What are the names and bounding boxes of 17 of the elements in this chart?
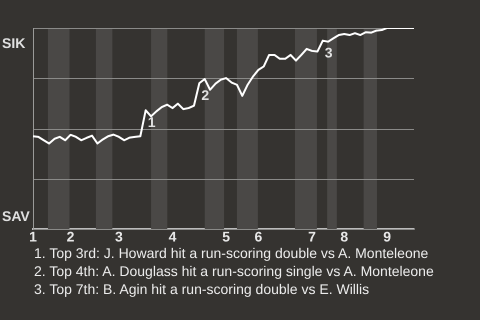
annotation: 2 — [201, 86, 210, 103]
x-tick-label: 1 — [29, 228, 38, 244]
text: 3. Top 7th: B. Agin hit a run-scoring double vs E. Willis — [34, 280, 370, 298]
annotation: 3 — [324, 44, 333, 61]
x-tick-label: 5 — [222, 228, 230, 244]
annotation: 1 — [148, 114, 156, 130]
text: 1. Top 3rd: J. Howard hit a run-scoring double vs A. Monteleone — [34, 244, 430, 262]
x-tick-label: 4 — [168, 228, 177, 244]
x-tick-label: 2 — [66, 228, 75, 244]
x-tick-label: 3 — [114, 228, 123, 244]
x-tick-label: 7 — [308, 228, 316, 244]
x-tick-label: 9 — [383, 228, 392, 244]
text: 2. Top 4th: A. Douglass hit a run-scoring single vs A. Monteleone — [34, 262, 434, 280]
text: SIK — [2, 34, 26, 51]
x-tick-label: 8 — [340, 228, 348, 244]
text: SAV — [2, 208, 30, 224]
x-tick-label: 6 — [254, 228, 262, 244]
